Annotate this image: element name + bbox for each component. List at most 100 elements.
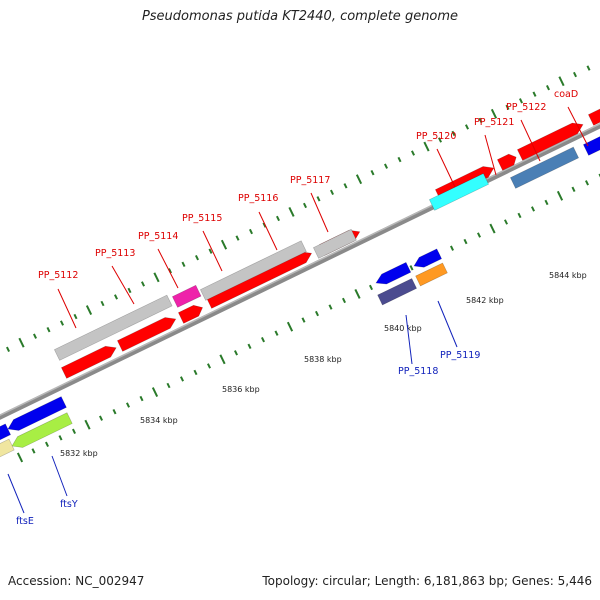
gene-label-pp_5114: PP_5114 [138, 231, 178, 242]
scale-tick-upper [60, 320, 64, 326]
scale-tick-upper [153, 272, 160, 283]
scale-tick-lower [112, 408, 117, 415]
gene-arrow-blue-2 [7, 396, 67, 431]
gene-label-coad: coaD [554, 89, 578, 100]
scale-tick-lower [126, 402, 130, 408]
scale-tick-lower [571, 186, 576, 192]
scale-tick-upper [438, 137, 442, 143]
scale-tick-lower [139, 395, 144, 402]
scale-tick-upper [343, 183, 348, 189]
gene-label-pp_5115: PP_5115 [182, 213, 222, 224]
label-leader-pp_5122 [520, 119, 541, 162]
scale-label: 5834 kbp [140, 416, 178, 425]
scale-tick-upper [451, 130, 456, 137]
gene-label-ftsy: ftsY [60, 499, 78, 510]
gene-arrow-red-2 [177, 304, 204, 324]
gene-arrow-red-7 [516, 122, 584, 161]
label-leader-pp_5120 [436, 148, 456, 188]
scale-tick-upper [249, 228, 253, 235]
scale-tick-upper [423, 141, 430, 152]
scale-tick-upper [6, 346, 10, 352]
scale-tick-lower [193, 369, 198, 376]
scale-tick-lower [477, 232, 481, 238]
scale-tick-upper [330, 189, 334, 196]
scale-tick-upper [100, 300, 105, 307]
scale-tick-upper [18, 337, 25, 348]
gene-label-pp_5116: PP_5116 [238, 193, 278, 204]
scale-tick-upper [114, 294, 118, 300]
gene-arrow-red-8 [587, 108, 600, 126]
scale-tick-upper [397, 156, 402, 163]
label-leader-coad [567, 106, 589, 147]
scale-tick-upper [276, 215, 280, 222]
label-leader-ftsy [51, 455, 68, 497]
gene-box-grey-0 [53, 294, 173, 361]
scale-tick-lower [409, 265, 414, 271]
gene-arrow-red-1 [116, 317, 177, 352]
scale-tick-lower [261, 337, 265, 343]
scale-tick-upper [316, 196, 321, 202]
scale-tick-lower [585, 180, 589, 186]
gene-arrow-lime [11, 412, 73, 448]
gene-arrow-blue-0 [375, 261, 412, 285]
scale-tick-lower [544, 199, 549, 206]
scale-tick-upper [505, 104, 510, 110]
map-title: Pseudomonas putida KT2440, complete geno… [141, 9, 459, 24]
scale-tick-upper [168, 268, 172, 274]
gene-box-grey-1 [199, 240, 307, 301]
scale-tick-upper [262, 222, 267, 228]
gene-label-pp_5121: PP_5121 [474, 117, 514, 128]
gene-box-orange [415, 262, 448, 287]
gene-box-steelblue [509, 146, 580, 189]
scale-tick-upper [127, 287, 132, 294]
scale-tick-lower [286, 321, 294, 332]
scale-tick-upper [303, 202, 307, 209]
scale-tick-lower [45, 441, 49, 448]
gene-box-cyan [428, 173, 490, 211]
scale-tick-lower [504, 219, 508, 225]
scale-tick-lower [234, 350, 238, 356]
scale-tick-upper [478, 117, 483, 124]
label-leader-pp_5115 [202, 230, 223, 272]
scale-tick-upper [288, 207, 295, 217]
label-leader-pp_5118 [405, 314, 413, 365]
scale-tick-lower [489, 223, 496, 234]
gene-label-pp_5112: PP_5112 [38, 270, 78, 281]
scale-tick-upper [519, 98, 523, 104]
scale-tick-upper [195, 255, 199, 261]
scale-label: 5840 kbp [384, 324, 422, 333]
accession-label: Accession: NC_002947 [8, 574, 145, 588]
scale-label: 5842 kbp [466, 296, 504, 305]
scale-tick-upper [465, 124, 469, 130]
scale-tick-lower [166, 382, 171, 389]
scale-tick-lower [463, 238, 468, 245]
scale-tick-upper [33, 333, 37, 339]
gene-arrow-blue-1 [413, 248, 442, 268]
scale-tick-lower [301, 317, 306, 323]
scale-label: 5836 kbp [222, 385, 260, 394]
gene-label-pp_5113: PP_5113 [95, 248, 135, 259]
scale-tick-lower [72, 428, 76, 434]
scale-tick-upper [490, 108, 498, 119]
gene-box-slate [377, 278, 417, 306]
gene-box-grey-2 [312, 228, 357, 259]
scale-tick-upper [355, 174, 363, 185]
scale-tick-upper [558, 76, 565, 87]
scale-tick-lower [84, 419, 91, 430]
genome-backbone [0, 123, 600, 420]
label-leader-pp_5112 [57, 288, 77, 329]
scale-tick-upper [73, 313, 78, 320]
label-leader-pp_5116 [258, 211, 278, 251]
scale-tick-lower [274, 330, 279, 336]
label-leader-pp_5113 [111, 265, 135, 305]
scale-tick-upper [384, 163, 388, 169]
scale-label: 5844 kbp [549, 271, 587, 280]
scale-tick-lower [58, 435, 63, 441]
gene-box-khaki [0, 438, 15, 458]
scale-tick-lower [16, 452, 24, 463]
gene-box-magenta [171, 284, 202, 308]
label-leader-pp_5117 [310, 192, 329, 233]
scale-tick-upper [235, 235, 240, 241]
label-leader-pp_5119 [437, 300, 458, 348]
scale-tick-upper [411, 150, 415, 156]
